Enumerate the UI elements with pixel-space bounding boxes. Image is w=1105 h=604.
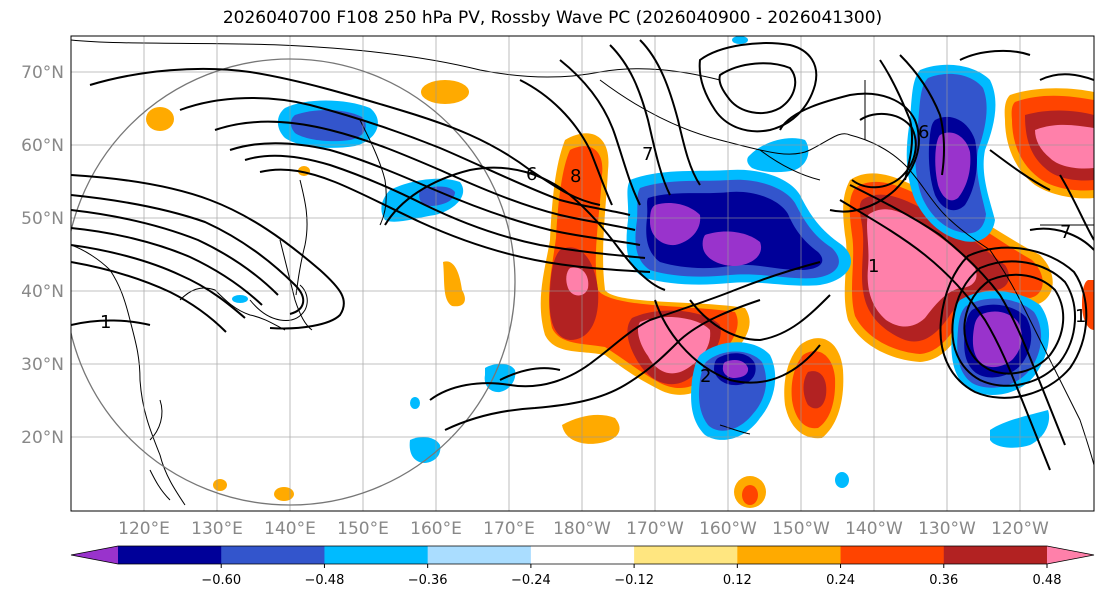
- coastlines: [71, 39, 1094, 506]
- contour-label: 1: [1075, 306, 1086, 327]
- contour-label: 1: [100, 312, 111, 333]
- pc-contours: [71, 39, 1094, 471]
- radius-circle: [71, 58, 516, 506]
- contour-label: 7: [1060, 222, 1071, 243]
- contour-label: 7: [642, 144, 653, 165]
- colorbar-tick-label: −0.60: [201, 573, 241, 588]
- colorbar-segment: [840, 546, 945, 564]
- contour-label: 6: [526, 164, 537, 185]
- colorbar-tick-label: 0.12: [723, 573, 752, 588]
- colorbar-tick-label: −0.24: [511, 573, 551, 588]
- lat-label: 50°N: [21, 209, 64, 229]
- lat-label: 20°N: [21, 428, 64, 448]
- longitude-labels: 120°E 130°E 140°E 150°E 160°E 170°E 180°…: [118, 519, 1049, 539]
- lat-label: 60°N: [21, 136, 64, 156]
- lat-label: 30°N: [21, 355, 64, 375]
- colorbar-segment: [118, 546, 222, 564]
- latitude-labels: 70°N 60°N 50°N 40°N 30°N 20°N: [21, 63, 64, 448]
- lat-label: 70°N: [21, 63, 64, 83]
- lon-label: 140°E: [264, 519, 316, 539]
- map-title: 2026040700 F108 250 hPa PV, Rossby Wave …: [222, 8, 883, 28]
- contour-labels: 1 2 6 8 7 6 1 7 1: [100, 122, 1086, 387]
- colorbar-segment: [737, 546, 842, 564]
- lon-label: 160°E: [410, 519, 462, 539]
- colorbar: −0.60 −0.48 −0.36 −0.24 −0.12 0.12 0.24 0.36 0.4…: [70, 545, 1095, 588]
- lon-label: 170°W: [626, 519, 684, 539]
- pv-anomaly-shading: [146, 36, 1094, 508]
- lon-label: 160°W: [699, 519, 757, 539]
- lon-label: 180°W: [553, 519, 611, 539]
- lon-label: 130°W: [918, 519, 976, 539]
- colorbar-extend-min: [71, 546, 118, 564]
- colorbar-tick-label: −0.36: [408, 573, 448, 588]
- contour-label: 6: [918, 122, 929, 143]
- lon-label: 150°E: [337, 519, 389, 539]
- colorbar-segment: [324, 546, 429, 564]
- colorbar-segment: [530, 546, 635, 564]
- colorbar-segment: [943, 546, 1048, 564]
- colorbar-extend-max: [1047, 546, 1094, 564]
- lon-label: 170°E: [483, 519, 535, 539]
- colorbar-segment: [634, 546, 738, 564]
- colorbar-segment: [427, 546, 532, 564]
- map-frame: [70, 35, 1095, 512]
- lat-label: 40°N: [21, 282, 64, 302]
- map-panel: 1 2 6 8 7 6 1 7 1: [71, 36, 1094, 511]
- lon-label: 130°E: [191, 519, 243, 539]
- colorbar-tick-label: −0.48: [305, 573, 345, 588]
- colorbar-tick-label: 0.24: [826, 573, 855, 588]
- colorbar-segment: [221, 546, 325, 564]
- colorbar-outline: [70, 545, 1095, 565]
- colorbar-tick-label: 0.36: [929, 573, 958, 588]
- contour-label: 1: [868, 256, 879, 277]
- graticule: [71, 36, 1094, 511]
- lon-label: 140°W: [845, 519, 903, 539]
- lon-label: 120°W: [991, 519, 1049, 539]
- contour-label: 8: [570, 166, 581, 187]
- colorbar-tick-label: −0.12: [614, 573, 654, 588]
- lon-label: 150°W: [772, 519, 830, 539]
- lon-label: 120°E: [118, 519, 170, 539]
- colorbar-tick-label: 0.48: [1033, 573, 1062, 588]
- contour-label: 2: [700, 366, 711, 387]
